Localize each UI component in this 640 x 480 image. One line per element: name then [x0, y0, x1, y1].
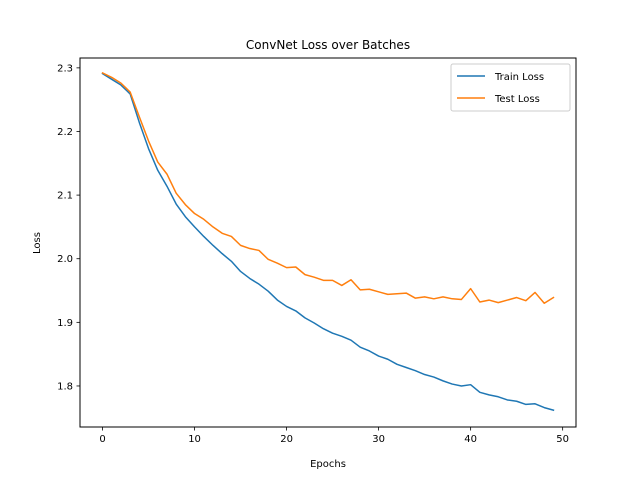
- series-line-train-loss: [101, 72, 555, 412]
- plot-background: [80, 58, 576, 427]
- x-axis-title: Epochs: [310, 459, 346, 470]
- legend-label-test-loss: Test Loss: [494, 94, 540, 105]
- series-layer: [101, 71, 555, 412]
- x-tick-label: 40: [464, 434, 477, 445]
- y-tick-label: 1.9: [57, 318, 73, 329]
- series-line-test-loss: [101, 71, 555, 305]
- y-tick-label: 2.2: [57, 127, 73, 138]
- legend-label-train-loss: Train Loss: [494, 72, 544, 83]
- y-tick-label: 2.3: [57, 63, 73, 74]
- y-tick-label: 2.1: [57, 191, 73, 202]
- legend: Train Loss Test Loss: [450, 63, 571, 112]
- y-tick-label: 2.0: [57, 254, 73, 265]
- x-axis: 0 10 20 30 40 50: [99, 427, 569, 445]
- x-tick-label: 0: [99, 434, 105, 445]
- axes-frame: [79, 57, 577, 428]
- plot-area: [79, 57, 577, 428]
- y-axis: 1.8 1.9 2.0 2.1 2.2 2.3: [57, 63, 80, 392]
- x-tick-label: 10: [188, 434, 201, 445]
- x-tick-label: 50: [556, 434, 569, 445]
- y-tick-label: 1.8: [57, 381, 73, 392]
- y-axis-title: Loss: [32, 232, 43, 254]
- chart-title: ConvNet Loss over Batches: [246, 38, 410, 52]
- x-tick-label: 20: [280, 434, 293, 445]
- x-tick-label: 30: [372, 434, 385, 445]
